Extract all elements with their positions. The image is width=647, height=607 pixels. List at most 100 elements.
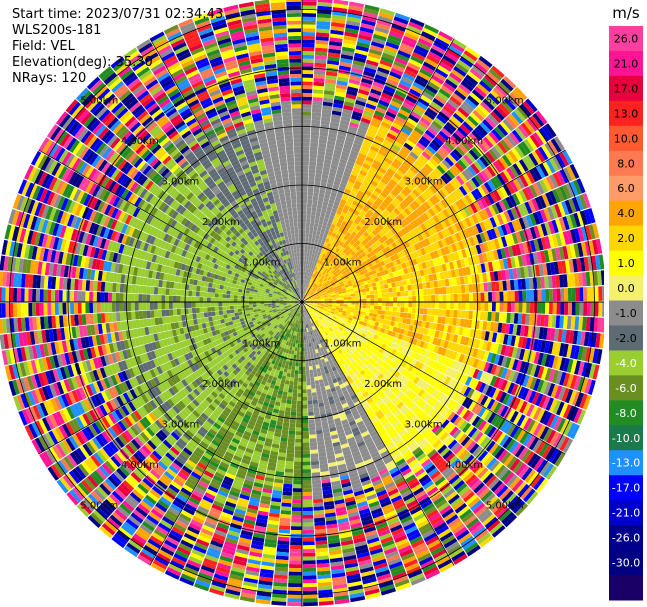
velocity-cell (349, 225, 356, 232)
velocity-cell (305, 237, 309, 242)
velocity-cell (399, 220, 407, 228)
velocity-cell (332, 229, 338, 235)
velocity-cell (477, 141, 488, 153)
velocity-cell (362, 15, 377, 23)
velocity-cell (370, 145, 380, 153)
velocity-cell (405, 139, 416, 148)
velocity-cell (446, 169, 456, 180)
velocity-cell (457, 59, 472, 71)
velocity-cell (305, 279, 308, 284)
velocity-cell (313, 284, 318, 288)
velocity-cell (344, 31, 358, 38)
velocity-cell (329, 195, 336, 201)
velocity-cell (319, 274, 324, 279)
velocity-cell (395, 215, 403, 223)
velocity-cell (364, 4, 380, 12)
velocity-cell (378, 99, 390, 108)
velocity-cell (318, 283, 322, 287)
velocity-cell (423, 190, 432, 199)
velocity-cell (390, 227, 398, 235)
velocity-cell (420, 117, 431, 127)
velocity-cell (335, 142, 344, 148)
velocity-cell (491, 128, 503, 141)
velocity-cell (357, 212, 365, 219)
velocity-cell (320, 280, 325, 285)
velocity-cell (443, 184, 453, 195)
velocity-cell (356, 132, 366, 139)
velocity-cell (324, 213, 330, 219)
velocity-cell (485, 134, 497, 146)
velocity-cell (484, 116, 497, 129)
velocity-cell (381, 160, 391, 168)
velocity-cell (413, 174, 423, 184)
velocity-cell (316, 158, 325, 163)
velocity-cell (304, 271, 307, 276)
velocity-cell (317, 268, 321, 273)
velocity-cell (304, 295, 307, 300)
velocity-cell (461, 53, 476, 65)
velocity-cell (494, 126, 506, 139)
velocity-cell (331, 275, 336, 280)
velocity-cell (474, 62, 488, 74)
velocity-cell (302, 199, 307, 204)
velocity-cell (302, 9, 317, 14)
velocity-cell (368, 183, 377, 191)
velocity-cell (374, 74, 388, 82)
velocity-cell (456, 86, 469, 98)
velocity-cell (308, 233, 313, 239)
velocity-cell (361, 142, 372, 149)
velocity-cell (310, 134, 319, 140)
velocity-cell (409, 18, 425, 28)
velocity-cell (385, 41, 400, 50)
velocity-cell (302, 1, 317, 6)
velocity-cell (359, 209, 367, 216)
velocity-cell (336, 169, 344, 176)
velocity-cell (377, 149, 388, 157)
velocity-cell (460, 140, 471, 152)
velocity-cell (336, 222, 342, 228)
velocity-cell (306, 214, 311, 219)
velocity-cell (499, 139, 511, 152)
velocity-cell (398, 108, 410, 118)
velocity-cell (316, 281, 320, 285)
velocity-cell (348, 78, 361, 86)
velocity-cell (379, 163, 389, 171)
velocity-cell (332, 106, 343, 113)
velocity-cell (417, 183, 426, 193)
velocity-cell (317, 272, 321, 277)
velocity-cell (335, 268, 341, 274)
velocity-cell (317, 150, 326, 156)
velocity-cell (416, 157, 427, 166)
velocity-cell (411, 51, 426, 61)
velocity-cell (316, 231, 321, 236)
velocity-cell (307, 280, 311, 285)
velocity-cell (334, 213, 341, 219)
velocity-cell (310, 291, 314, 295)
velocity-cell (333, 271, 338, 276)
velocity-cell (380, 211, 388, 219)
velocity-cell (431, 155, 442, 165)
velocity-cell (328, 278, 333, 282)
velocity-cell (354, 52, 368, 60)
velocity-cell (304, 252, 307, 257)
velocity-cell (492, 108, 505, 121)
velocity-cell (325, 280, 330, 285)
velocity-cell (389, 147, 399, 155)
velocity-cell (431, 139, 442, 149)
velocity-cell (319, 244, 324, 249)
velocity-cell (356, 41, 370, 49)
velocity-cell (321, 236, 327, 242)
velocity-cell (366, 219, 373, 226)
velocity-cell (403, 207, 412, 216)
velocity-cell (383, 198, 391, 206)
velocity-cell (302, 130, 311, 135)
velocity-cell (402, 218, 410, 226)
velocity-cell (360, 218, 367, 225)
velocity-cell (371, 229, 379, 236)
velocity-cell (445, 102, 457, 113)
velocity-cell (366, 240, 373, 247)
velocity-cell (433, 136, 444, 147)
velocity-cell (302, 260, 305, 265)
velocity-cell (371, 163, 380, 170)
velocity-cell (302, 294, 304, 299)
